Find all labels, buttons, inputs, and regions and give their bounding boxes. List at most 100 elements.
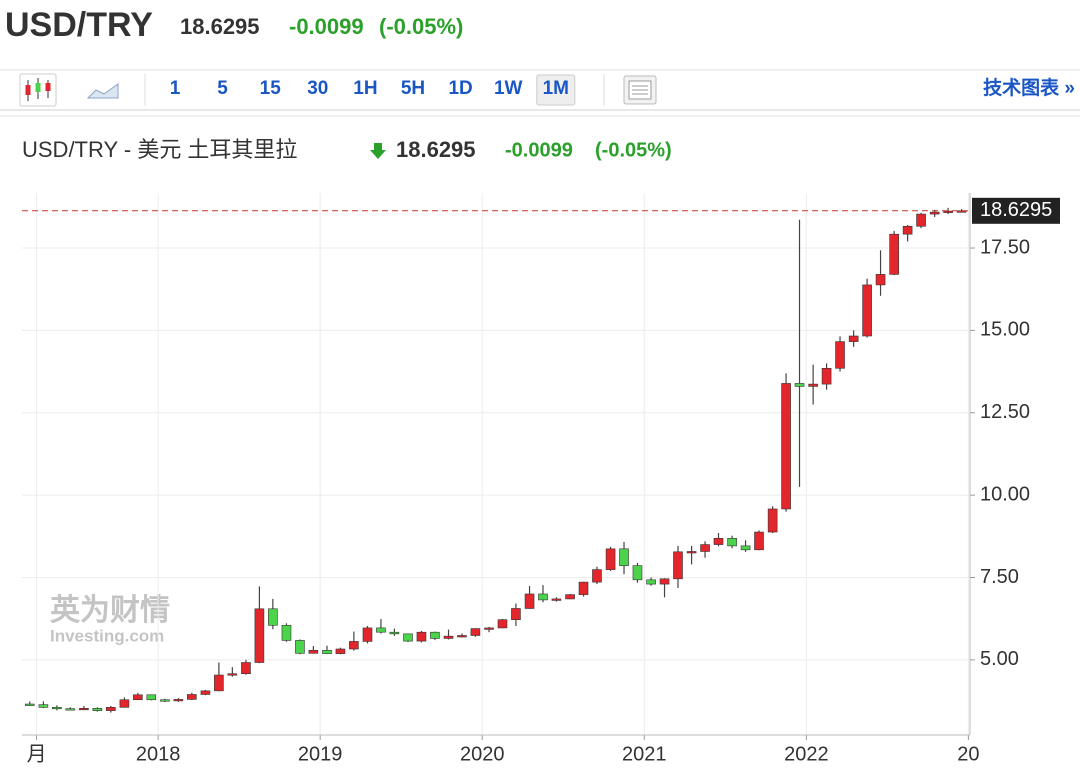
candle-body: [578, 581, 589, 595]
active-button-bg: [536, 74, 576, 106]
candle-body: [929, 211, 940, 215]
watermark-brand: 英为财情: [50, 594, 170, 627]
candle-body: [524, 593, 535, 609]
candle-body: [443, 635, 454, 639]
candle-body: [943, 210, 953, 213]
candle-body: [565, 594, 575, 600]
interval-button[interactable]: 1H: [353, 78, 377, 99]
candle-body: [308, 650, 319, 654]
candle-body: [835, 341, 845, 369]
candle-body: [322, 650, 332, 654]
x-tick-label: 20: [957, 743, 979, 765]
candle-body: [65, 708, 76, 711]
x-tick-label: 2022: [784, 743, 829, 765]
x-tick-label: 2020: [460, 743, 505, 765]
candle-body: [376, 627, 386, 633]
y-tick-label: 15.00: [980, 319, 1030, 341]
interval-button[interactable]: 5: [217, 78, 228, 99]
candles-icon[interactable]: [19, 73, 57, 107]
x-tick-label: 月: [27, 743, 47, 765]
interval-button[interactable]: 1: [170, 78, 181, 99]
candle-body: [200, 690, 211, 695]
candle-body: [592, 569, 602, 583]
candle-body: [146, 694, 157, 701]
candle-body: [268, 608, 278, 626]
candle-body: [457, 635, 467, 638]
grid: [22, 193, 970, 735]
settings-icon[interactable]: [623, 75, 657, 105]
watermark-site: Investing.com: [50, 626, 164, 645]
candle-body: [740, 545, 751, 551]
candle-body: [848, 335, 859, 342]
chart-title: USD/TRY - 美元 土耳其里拉: [22, 137, 297, 162]
y-tick-label: 7.50: [980, 566, 1019, 588]
symbol: USD/TRY: [5, 6, 153, 44]
candle-body: [79, 708, 89, 711]
last-price-label: 18.6295: [980, 199, 1052, 221]
candle-body: [754, 531, 764, 551]
y-tick-label: 17.50: [980, 236, 1030, 258]
candle-body: [389, 631, 400, 635]
candle-body: [430, 631, 440, 639]
interval-button[interactable]: 1W: [494, 78, 523, 99]
chart-price: 18.6295: [396, 137, 476, 162]
candle-body: [727, 537, 737, 547]
candle-body: [619, 548, 629, 566]
candle-body: [821, 367, 832, 385]
interval-button[interactable]: 5H: [401, 78, 425, 99]
candle-body: [52, 707, 62, 710]
candle-body: [173, 699, 184, 702]
candle-body: [781, 383, 791, 510]
y-tick-label: 12.50: [980, 401, 1030, 423]
candle-body: [605, 548, 616, 570]
candle-body: [281, 624, 292, 641]
candle-body: [38, 704, 49, 708]
candle-body: [227, 673, 238, 676]
x-tick-label: 2019: [298, 743, 343, 765]
candle-body: [916, 213, 926, 227]
chart-change-pct: (-0.05%): [595, 139, 672, 161]
interval-button[interactable]: 30: [307, 78, 328, 99]
candle-body: [862, 284, 872, 337]
candle-body: [875, 274, 886, 286]
candle-body: [686, 551, 697, 554]
candle-body: [92, 708, 103, 711]
candle-body: [295, 640, 305, 654]
candle-body: [160, 699, 170, 702]
candle-body: [403, 633, 413, 642]
interval-buttons: 1 5 15 30 1H 5H 1D 1W 1M: [170, 74, 576, 106]
technical-chart-link[interactable]: 技术图表 »: [983, 76, 1075, 99]
y-tick-label: 5.00: [980, 648, 1019, 670]
candle-body: [24, 703, 35, 706]
candle-body: [538, 593, 548, 601]
candle-body: [551, 598, 562, 601]
interval-button[interactable]: 1D: [448, 78, 472, 99]
candle-body: [632, 565, 643, 581]
candle-body: [659, 578, 670, 585]
change-pct: (-0.05%): [379, 14, 463, 39]
candle-body: [470, 628, 481, 636]
candle-body: [673, 551, 683, 580]
candle-body: [484, 627, 494, 630]
candle-body: [133, 694, 143, 701]
candle-body: [808, 383, 818, 387]
y-tick-label: 10.00: [980, 483, 1030, 505]
candle-body: [902, 225, 913, 235]
candle-body: [119, 699, 130, 708]
line-icon[interactable]: [86, 83, 119, 99]
candle-body: [646, 579, 656, 585]
candle-body: [956, 210, 967, 213]
interval-button[interactable]: 1M: [543, 78, 569, 99]
interval-button[interactable]: 15: [260, 78, 282, 99]
price: 18.6295: [180, 14, 260, 39]
candle-body: [767, 508, 778, 533]
candle-body: [362, 627, 373, 642]
x-tick-label: 2018: [136, 743, 181, 765]
candle-body: [187, 694, 197, 700]
candle-body: [889, 233, 899, 275]
candle-body: [214, 674, 224, 692]
candle-body: [254, 608, 265, 663]
candle-body: [335, 648, 346, 654]
change: -0.0099: [289, 14, 364, 39]
